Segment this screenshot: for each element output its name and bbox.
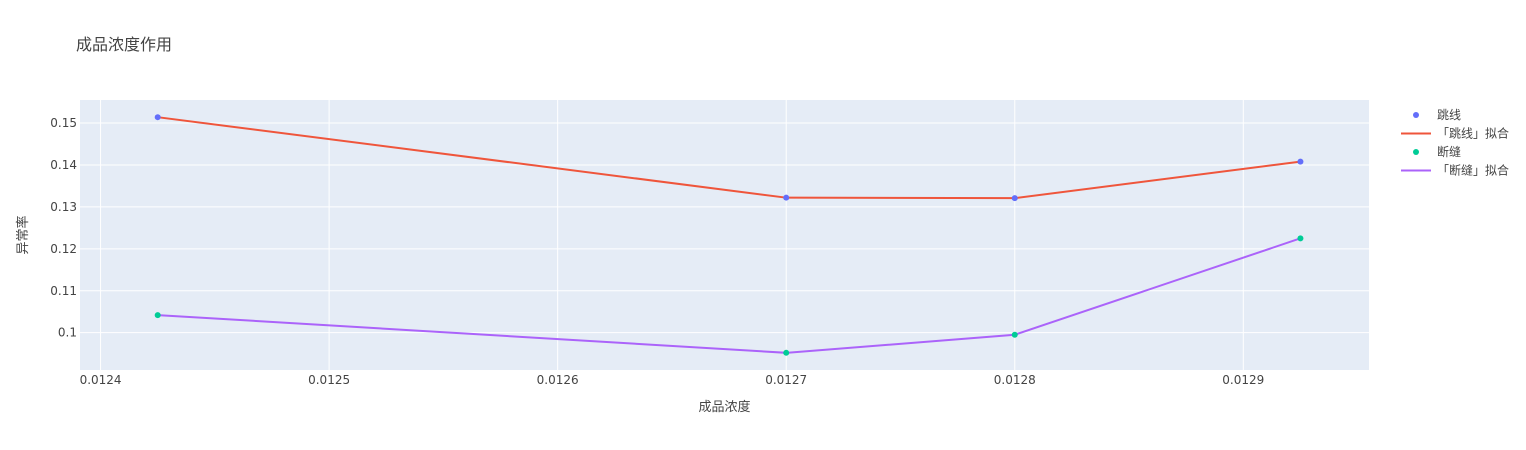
x-tick-label: 0.0128 (994, 373, 1036, 387)
legend-label: 「跳线」拟合 (1437, 126, 1509, 141)
legend-label: 跳线 (1437, 108, 1461, 122)
x-tick-label: 0.0129 (1222, 373, 1264, 387)
series-0-point-2 (1011, 195, 1018, 202)
y-tick-label: 0.14 (50, 158, 77, 172)
series-2-point-0 (154, 312, 161, 319)
legend-label: 「断缝」拟合 (1437, 163, 1509, 178)
y-tick-label: 0.15 (50, 116, 77, 130)
chart-title: 成品浓度作用 (76, 35, 172, 54)
legend-item-0[interactable]: 跳线 (1413, 108, 1461, 122)
x-axis-title: 成品浓度 (698, 399, 750, 415)
legend-marker (1413, 149, 1419, 155)
series-0-point-3 (1297, 158, 1304, 165)
y-tick-label: 0.12 (50, 242, 77, 256)
series-0-point-1 (783, 194, 790, 201)
legend-label: 断缝 (1437, 144, 1461, 159)
y-tick-label: 0.1 (58, 326, 77, 340)
y-tick-labels: 0.1 0.11 0.12 0.13 0.14 0.15 (50, 116, 77, 340)
series-2-point-3 (1297, 235, 1304, 242)
x-tick-label: 0.0124 (80, 373, 122, 387)
x-tick-label: 0.0125 (308, 373, 350, 387)
y-tick-label: 0.11 (50, 284, 77, 298)
legend-item-1[interactable]: 「跳线」拟合 (1401, 126, 1509, 141)
y-tick-label: 0.13 (50, 200, 77, 214)
y-axis-title: 异常率 (15, 215, 31, 254)
x-tick-label: 0.0126 (537, 373, 579, 387)
series-layer (154, 114, 1304, 356)
legend-marker (1413, 112, 1419, 118)
series-0-point-0 (154, 114, 161, 121)
series-2-point-2 (1011, 331, 1018, 338)
series-line-3 (157, 237, 1301, 354)
series-2-point-1 (783, 349, 790, 356)
x-tick-labels: 0.0124 0.0125 0.0126 0.0127 0.0128 0.0129 (80, 373, 1265, 387)
grid-lines (80, 100, 1369, 370)
legend-item-3[interactable]: 「断缝」拟合 (1401, 163, 1509, 178)
plot-area (80, 100, 1369, 370)
legend-item-2[interactable]: 断缝 (1413, 144, 1461, 159)
series-line-1 (157, 116, 1301, 200)
x-tick-label: 0.0127 (765, 373, 807, 387)
